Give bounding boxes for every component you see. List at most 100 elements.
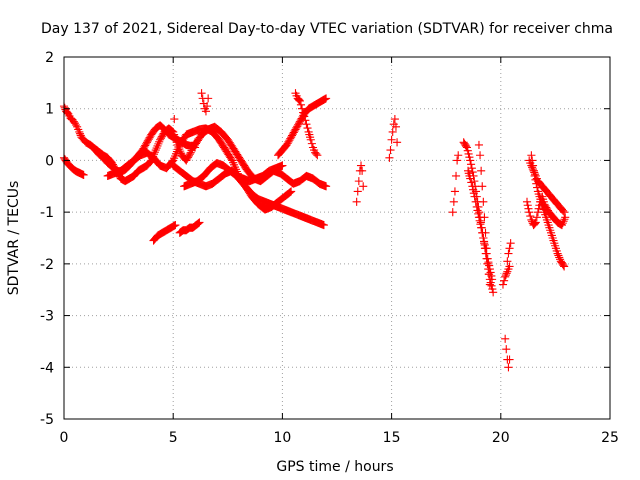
data-point — [505, 355, 514, 364]
data-point — [485, 261, 494, 270]
data-point — [466, 174, 475, 183]
data-point — [487, 281, 496, 290]
data-point — [525, 208, 534, 217]
data-point — [531, 175, 540, 184]
data-point — [462, 142, 471, 151]
data-point — [466, 160, 476, 169]
data-point — [533, 208, 542, 217]
data-point — [292, 123, 301, 132]
data-point — [479, 197, 488, 206]
data-point — [531, 218, 540, 227]
series-arc-09 — [291, 89, 322, 160]
data-point — [505, 262, 514, 271]
y-axis-tick-labels: -5 -4 -3 -2 -1 0 1 2 — [40, 50, 54, 428]
data-point — [296, 100, 306, 109]
data-point — [79, 170, 88, 179]
data-point — [385, 153, 394, 162]
series-arc-13 — [170, 115, 179, 124]
data-point — [543, 204, 552, 214]
data-point — [142, 139, 151, 148]
data-point — [156, 134, 166, 143]
x-tick-label: 15 — [383, 430, 401, 446]
data-point — [476, 151, 485, 160]
data-point — [352, 197, 361, 206]
data-point — [462, 143, 471, 152]
data-point — [295, 96, 304, 106]
data-point — [466, 156, 475, 165]
data-point — [144, 135, 153, 144]
data-point — [480, 237, 489, 246]
data-point — [322, 182, 331, 191]
series-arc-21 — [501, 334, 514, 372]
data-point — [463, 146, 472, 155]
data-point — [387, 135, 396, 144]
x-tick-label: 20 — [492, 430, 510, 446]
data-point — [307, 139, 316, 148]
data-point — [501, 272, 510, 281]
data-point — [302, 120, 311, 129]
data-point — [476, 220, 485, 229]
data-point — [294, 120, 303, 129]
data-point — [453, 156, 462, 165]
series-arc-12 — [175, 218, 204, 237]
data-point — [388, 127, 397, 137]
data-point — [287, 131, 297, 140]
data-point — [501, 271, 510, 280]
data-point — [184, 151, 193, 160]
data-point — [485, 280, 494, 289]
data-point — [193, 219, 202, 228]
x-tick-label: 5 — [169, 430, 178, 446]
data-point — [108, 160, 117, 169]
data-point — [143, 136, 152, 145]
data-point — [201, 107, 211, 116]
data-point — [480, 213, 489, 222]
series-arc-20 — [498, 262, 514, 289]
data-point — [470, 192, 479, 201]
data-point — [488, 285, 497, 294]
data-point — [540, 200, 549, 209]
data-point — [522, 197, 532, 206]
data-point — [294, 119, 304, 128]
data-point — [530, 220, 539, 229]
y-tick-label: 2 — [45, 50, 54, 66]
data-point — [322, 94, 331, 103]
data-point — [288, 130, 297, 139]
data-point — [527, 151, 536, 160]
data-point — [313, 151, 322, 160]
data-point — [319, 221, 328, 230]
data-point — [359, 182, 368, 191]
data-point — [524, 204, 533, 213]
data-point — [503, 257, 512, 266]
data-point — [523, 201, 532, 210]
data-point — [182, 156, 191, 165]
plot-frame — [63, 56, 611, 420]
data-point — [291, 125, 300, 134]
data-point — [285, 136, 294, 145]
data-point — [474, 140, 484, 149]
data-point — [195, 218, 204, 227]
data-point — [501, 334, 510, 343]
data-point — [468, 182, 477, 191]
y-axis-label: SDTVAR / TECUs — [6, 181, 22, 296]
data-point — [477, 166, 486, 175]
data-point — [287, 187, 296, 196]
data-point — [454, 151, 463, 160]
data-point — [468, 168, 477, 177]
data-point — [471, 197, 480, 206]
data-point — [449, 197, 458, 206]
data-point — [282, 140, 291, 149]
data-point — [145, 133, 154, 142]
data-point — [535, 201, 544, 210]
data-point — [465, 153, 474, 162]
data-point — [478, 182, 487, 191]
series-arc-07 — [180, 158, 287, 191]
data-point — [488, 275, 497, 284]
data-point — [484, 258, 493, 267]
series-arc-25 — [522, 192, 570, 230]
data-point — [450, 187, 459, 196]
data-point — [312, 149, 321, 159]
data-point — [204, 94, 213, 103]
data-point — [475, 216, 484, 225]
data-point — [353, 187, 362, 196]
axis-ticks — [63, 56, 611, 420]
